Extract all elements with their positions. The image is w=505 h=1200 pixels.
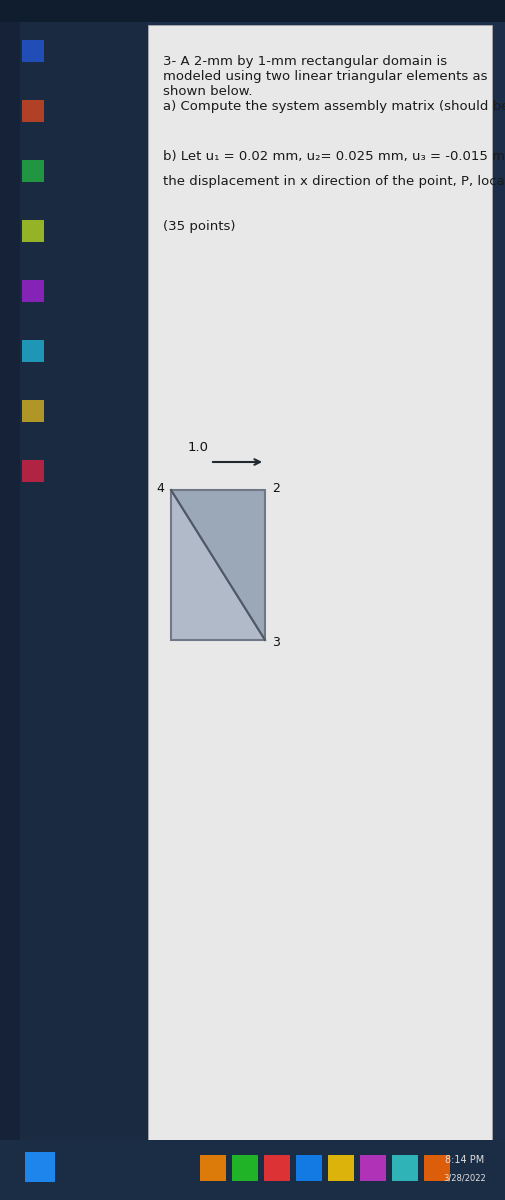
Bar [22, 40, 44, 62]
Bar [392, 1154, 418, 1181]
Bar [22, 340, 44, 362]
Bar [22, 160, 44, 182]
Bar [22, 280, 44, 302]
Bar [0, 1140, 505, 1200]
Text: a) Compute the system assembly matrix (should be 4×4) for the Laplace equation f: a) Compute the system assembly matrix (s… [163, 100, 505, 113]
Bar [0, 0, 505, 22]
Text: 1.0: 1.0 [187, 440, 209, 454]
Text: the displacement in x direction of the point, P, located at (1,0.25): the displacement in x direction of the p… [163, 175, 505, 188]
Polygon shape [171, 490, 265, 640]
Bar [264, 1154, 290, 1181]
Text: 3- A 2-mm by 1-mm rectangular domain is modeled using two linear triangular elem: 3- A 2-mm by 1-mm rectangular domain is … [163, 55, 487, 98]
Text: 2: 2 [272, 481, 280, 494]
Text: 3: 3 [272, 636, 280, 648]
Bar [328, 1154, 354, 1181]
Polygon shape [171, 490, 265, 640]
Bar [148, 25, 492, 1168]
Bar [22, 100, 44, 122]
Text: 3/28/2022: 3/28/2022 [443, 1174, 486, 1182]
Bar [0, 0, 148, 1200]
Text: b) Let u₁ = 0.02 mm, u₂= 0.025 mm, u₃ = -0.015 mm and u₄ = 0.000 mm. Using the s: b) Let u₁ = 0.02 mm, u₂= 0.025 mm, u₃ = … [163, 150, 505, 163]
Text: (35 points): (35 points) [163, 220, 235, 233]
Bar [22, 460, 44, 482]
Text: 4: 4 [156, 481, 164, 494]
Bar [200, 1154, 226, 1181]
Bar [171, 490, 265, 640]
Bar [424, 1154, 450, 1181]
Bar [0, 0, 20, 1200]
Bar [232, 1154, 258, 1181]
Bar [360, 1154, 386, 1181]
Bar [296, 1154, 322, 1181]
Text: 8:14 PM: 8:14 PM [445, 1154, 485, 1165]
Bar [25, 1152, 55, 1182]
Bar [22, 220, 44, 242]
Bar [22, 400, 44, 422]
